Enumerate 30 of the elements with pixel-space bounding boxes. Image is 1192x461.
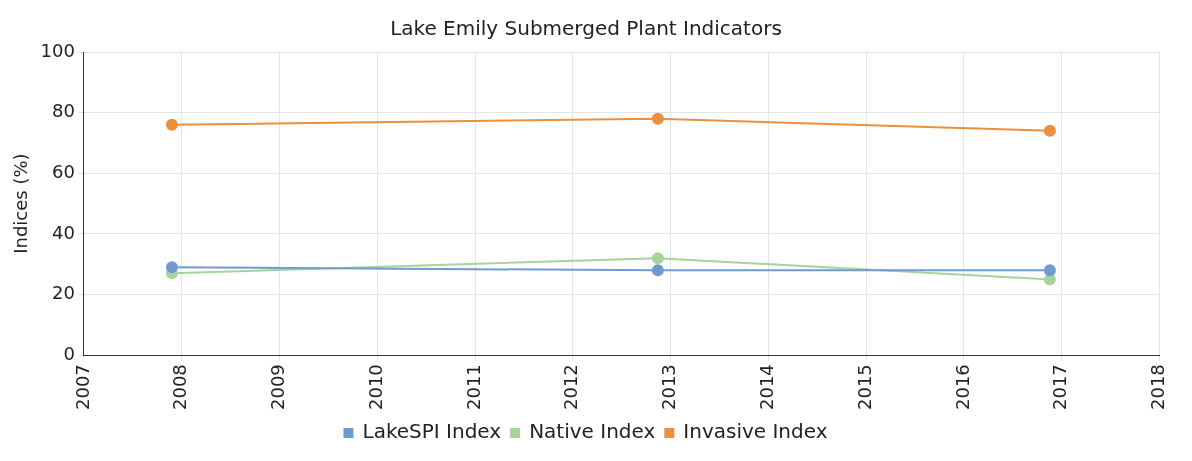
x-tick-label: 2016 bbox=[951, 364, 973, 410]
y-tick-label: 20 bbox=[52, 282, 75, 304]
x-tick-label: 2015 bbox=[853, 364, 875, 410]
point bbox=[651, 252, 664, 265]
x-tick-label: 2009 bbox=[267, 364, 289, 410]
legend-label: Native Index bbox=[529, 419, 656, 444]
y-tick-label: 60 bbox=[52, 160, 75, 182]
y-tick-label: 80 bbox=[52, 100, 75, 122]
x-tick-label: 2014 bbox=[756, 364, 777, 410]
x-tick-label: 2008 bbox=[169, 364, 191, 410]
x-tick-label: 2010 bbox=[364, 364, 386, 410]
point bbox=[1043, 264, 1056, 277]
y-axis-title: Indices (%) bbox=[10, 153, 32, 254]
chart-title: Lake Emily Submerged Plant Indicators bbox=[390, 16, 782, 41]
point bbox=[165, 261, 178, 274]
point bbox=[1043, 124, 1056, 137]
x-tick-label: 2017 bbox=[1049, 364, 1071, 410]
x-tick-label: 2012 bbox=[560, 364, 582, 410]
point bbox=[165, 118, 178, 131]
x-tick-label: 2013 bbox=[658, 364, 680, 410]
point bbox=[651, 264, 664, 277]
y-tick-label: 0 bbox=[63, 342, 75, 364]
legend-label: Invasive Index bbox=[683, 419, 828, 444]
x-tick-label: 2007 bbox=[71, 364, 93, 410]
x-tick-label: 2011 bbox=[462, 364, 484, 410]
legend-label: LakeSPI Index bbox=[362, 419, 502, 444]
y-tick-label: 40 bbox=[52, 221, 75, 243]
point bbox=[651, 112, 664, 125]
x-tick-label: 2018 bbox=[1147, 364, 1169, 410]
y-tick-label: 100 bbox=[40, 39, 75, 61]
